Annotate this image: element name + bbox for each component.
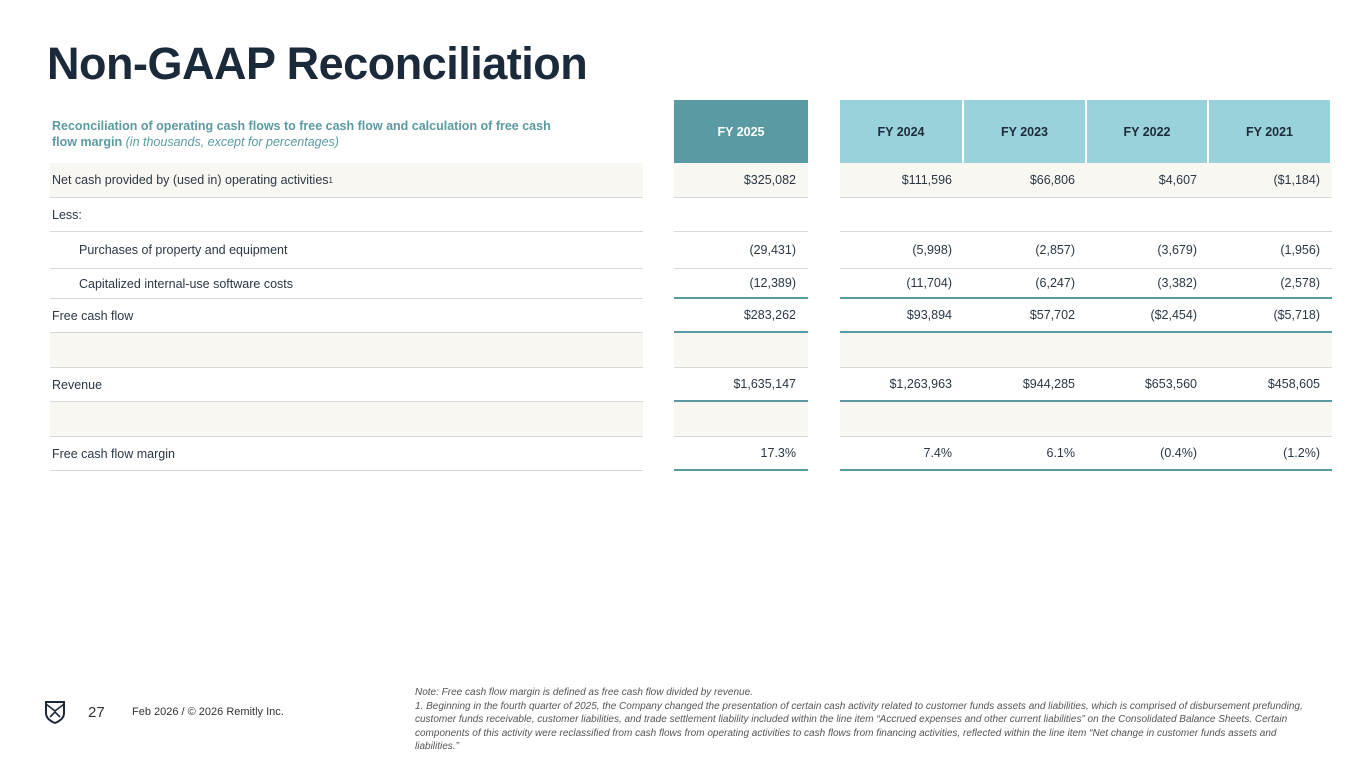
table-cell — [1087, 198, 1209, 232]
table-cell: (11,704) — [840, 269, 964, 299]
table-cell: (0.4%) — [1087, 437, 1209, 471]
table-cell: $111,596 — [840, 163, 964, 198]
table-cell: (29,431) — [674, 232, 808, 269]
table-cell: $325,082 — [674, 163, 808, 198]
label-text: Less: — [52, 207, 82, 222]
table-cell: (5,998) — [840, 232, 964, 269]
column-header: FY 2024 — [840, 100, 964, 163]
table-cell: (2,578) — [1209, 269, 1332, 299]
table-cell: (2,857) — [964, 232, 1087, 269]
table-cell — [674, 198, 808, 232]
row-label: Revenue — [50, 368, 643, 402]
table-cell: $1,263,963 — [840, 368, 964, 402]
table-cell: $57,702 — [964, 299, 1087, 333]
table-cell — [964, 402, 1087, 437]
column-header: FY 2021 — [1209, 100, 1332, 163]
table-cell: (1.2%) — [1209, 437, 1332, 471]
copyright: Feb 2026 / © 2026 Remitly Inc. — [132, 706, 284, 718]
label-text: Free cash flow — [52, 308, 134, 323]
table-cell: 7.4% — [840, 437, 964, 471]
remitly-shield-icon — [45, 701, 65, 724]
column-header: FY 2022 — [1087, 100, 1209, 163]
table-cell: $66,806 — [964, 163, 1087, 198]
table-cell — [1209, 402, 1332, 437]
footnotes: Note: Free cash flow margin is defined a… — [415, 686, 1315, 754]
table-cell — [1209, 333, 1332, 368]
row-label: Capitalized internal-use software costs — [50, 269, 643, 299]
row-label: Free cash flow — [50, 299, 643, 333]
table-cell — [674, 333, 808, 368]
row-label: Free cash flow margin — [50, 437, 643, 471]
table-cell — [674, 402, 808, 437]
table-cell: $4,607 — [1087, 163, 1209, 198]
table-cell: 6.1% — [964, 437, 1087, 471]
table-cell: $283,262 — [674, 299, 808, 333]
table-cell: ($5,718) — [1209, 299, 1332, 333]
label-text: Purchases of property and equipment — [79, 243, 288, 257]
page-number: 27 — [88, 704, 105, 721]
table-cell — [1087, 402, 1209, 437]
row-label: Purchases of property and equipment — [50, 232, 643, 269]
table-cell: (12,389) — [674, 269, 808, 299]
table-cell: $653,560 — [1087, 368, 1209, 402]
table-cell — [1209, 198, 1332, 232]
table-cell: (3,382) — [1087, 269, 1209, 299]
table-cell: (1,956) — [1209, 232, 1332, 269]
table-cell: $93,894 — [840, 299, 964, 333]
table-cell: 17.3% — [674, 437, 808, 471]
row-label — [50, 333, 643, 368]
label-text: Free cash flow margin — [52, 446, 175, 461]
caption-italic: (in thousands, except for percentages) — [125, 135, 339, 149]
table-caption: Reconciliation of operating cash flows t… — [52, 118, 552, 150]
page-title: Non-GAAP Reconciliation — [47, 38, 588, 89]
caption-bold: Reconciliation of operating cash flows t… — [52, 119, 551, 149]
table-cell: $458,605 — [1209, 368, 1332, 402]
row-label: Less: — [50, 198, 643, 232]
note: Note: Free cash flow margin is defined a… — [415, 687, 753, 698]
column-header: FY 2025 — [674, 100, 808, 163]
table-cell — [964, 333, 1087, 368]
label-text: Capitalized internal-use software costs — [79, 276, 293, 291]
footnote-ref: 1 — [328, 175, 333, 185]
table-cell: (3,679) — [1087, 232, 1209, 269]
table-cell — [1087, 333, 1209, 368]
table-cell — [964, 198, 1087, 232]
table-cell: $1,635,147 — [674, 368, 808, 402]
table-cell: ($1,184) — [1209, 163, 1332, 198]
row-label — [50, 402, 643, 437]
footnote-1: 1. Beginning in the fourth quarter of 20… — [415, 700, 1303, 753]
table-cell — [840, 333, 964, 368]
table-cell: ($2,454) — [1087, 299, 1209, 333]
row-label: Net cash provided by (used in) operating… — [50, 163, 643, 198]
label-text: Revenue — [52, 377, 103, 392]
table-cell — [840, 402, 964, 437]
table-cell: $944,285 — [964, 368, 1087, 402]
table-cell — [840, 198, 964, 232]
label-text: Net cash provided by (used in) operating… — [52, 173, 329, 187]
table-cell: (6,247) — [964, 269, 1087, 299]
column-header: FY 2023 — [964, 100, 1087, 163]
